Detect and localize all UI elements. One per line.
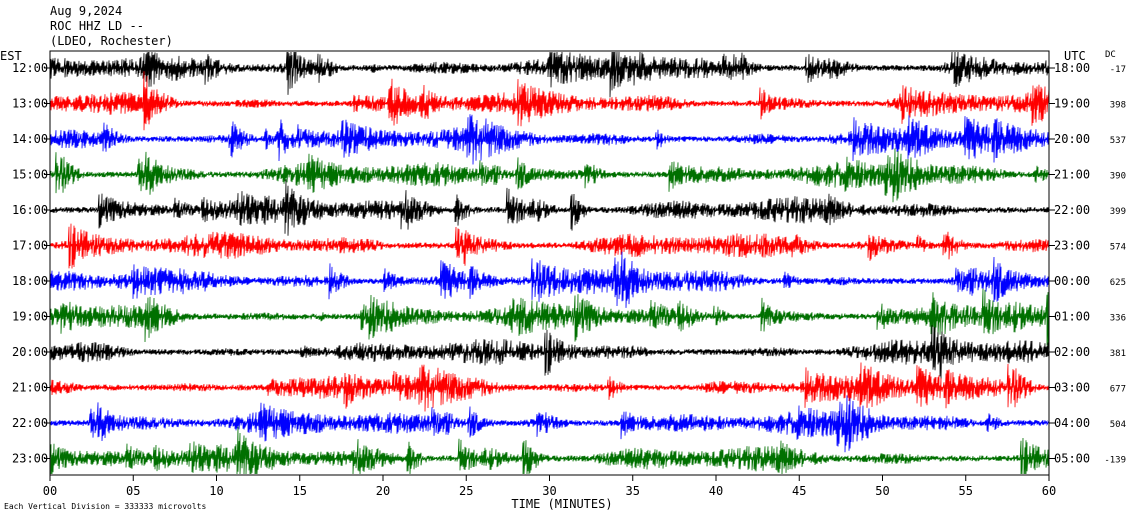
utc-axis-label: UTC	[1064, 49, 1086, 63]
est-time-label: 19:00	[12, 310, 48, 324]
utc-time-label: 05:00	[1054, 452, 1090, 466]
dc-offset-label: 381	[1110, 349, 1126, 359]
est-time-label: 22:00	[12, 416, 48, 430]
trace-line	[49, 288, 1050, 349]
trace-line	[49, 71, 1050, 131]
dc-offset-label: 399	[1110, 207, 1126, 217]
est-time-label: 14:00	[12, 132, 48, 146]
trace-line	[49, 51, 1050, 98]
dc-offset-label: 336	[1110, 314, 1126, 324]
x-tick-label: 45	[792, 484, 806, 498]
trace-line	[49, 114, 1050, 165]
est-time-label: 13:00	[12, 97, 48, 111]
utc-time-label: 03:00	[1054, 381, 1090, 395]
plot-frame	[49, 50, 1050, 476]
est-time-label: 23:00	[12, 452, 48, 466]
utc-time-label: 23:00	[1054, 239, 1090, 253]
trace-line	[49, 395, 1050, 453]
row-labels: 12:00 18:00 -17 13:00 19:00 398 14:00 20:00 537 1…	[12, 61, 1126, 466]
dc-offset-label: 677	[1110, 385, 1126, 395]
dc-offset-label: 398	[1110, 101, 1126, 111]
x-tick-label: 05	[126, 484, 140, 498]
dc-offset-label: 574	[1110, 243, 1126, 253]
est-time-label: 18:00	[12, 274, 48, 288]
utc-time-label: 22:00	[1054, 203, 1090, 217]
dc-offset-label: 390	[1110, 172, 1126, 182]
x-tick-label: 25	[459, 484, 473, 498]
est-time-label: 20:00	[12, 345, 48, 359]
utc-time-label: 19:00	[1054, 97, 1090, 111]
seismic-traces	[49, 51, 1050, 475]
utc-time-label: 04:00	[1054, 416, 1090, 430]
dc-column-header: DC	[1105, 50, 1116, 60]
x-tick-label: 15	[293, 484, 307, 498]
x-tick-label: 55	[959, 484, 973, 498]
x-tick-label: 10	[209, 484, 223, 498]
dc-offset-label: -139	[1104, 456, 1126, 466]
utc-time-label: 18:00	[1054, 61, 1090, 75]
location-label: (LDEO, Rochester)	[50, 34, 173, 48]
x-tick-label: 60	[1042, 484, 1056, 498]
utc-time-label: 21:00	[1054, 168, 1090, 182]
x-tick-label: 40	[709, 484, 723, 498]
dc-offset-label: 504	[1110, 420, 1126, 430]
trace-line	[49, 362, 1050, 412]
est-axis-label: EST	[0, 49, 22, 63]
dc-offset-label: 625	[1110, 278, 1126, 288]
utc-time-label: 02:00	[1054, 345, 1090, 359]
trace-line	[49, 251, 1050, 308]
dc-offset-label: -17	[1110, 65, 1126, 75]
station-label: ROC HHZ LD --	[50, 19, 144, 33]
dc-offset-label: 537	[1110, 136, 1126, 146]
x-tick-label: 20	[376, 484, 390, 498]
utc-time-label: 20:00	[1054, 132, 1090, 146]
x-tick-label: 35	[626, 484, 640, 498]
x-tick-label: 30	[542, 484, 556, 498]
utc-time-label: 00:00	[1054, 274, 1090, 288]
x-axis-ticks: 00 05 10 15 20 25 30 35 40 45 50 55 60	[43, 475, 1056, 498]
x-tick-label: 50	[875, 484, 889, 498]
utc-time-label: 01:00	[1054, 310, 1090, 324]
trace-line	[49, 223, 1050, 269]
est-time-label: 16:00	[12, 203, 48, 217]
x-tick-label: 00	[43, 484, 57, 498]
est-time-label: 12:00	[12, 61, 48, 75]
est-time-label: 15:00	[12, 168, 48, 182]
est-time-label: 17:00	[12, 239, 48, 253]
trace-line	[49, 325, 1050, 380]
trace-line	[49, 148, 1050, 203]
est-time-label: 21:00	[12, 381, 48, 395]
trace-line	[49, 179, 1050, 236]
trace-line	[49, 426, 1050, 475]
scale-note: Each Vertical Division = 333333 microvol…	[4, 502, 206, 511]
date-label: Aug 9,2024	[50, 4, 123, 18]
x-axis-title: TIME (MINUTES)	[511, 497, 612, 511]
